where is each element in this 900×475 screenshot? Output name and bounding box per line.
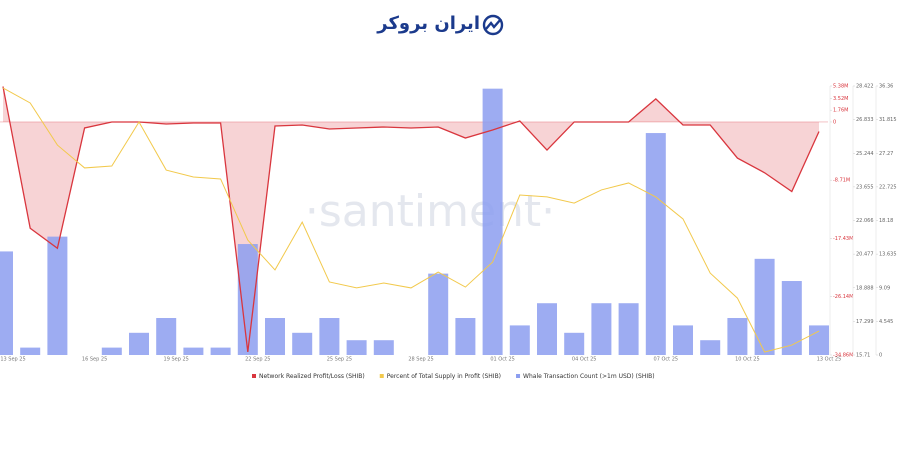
- bar: [455, 318, 476, 355]
- y-tick-label: 13.635: [879, 252, 897, 258]
- y-tick-label: 27.27: [879, 151, 893, 157]
- bar: [237, 244, 258, 355]
- y-tick-label: -8.71M: [833, 178, 850, 184]
- legend-label: Percent of Total Supply in Profit (SHIB): [387, 373, 501, 380]
- bar: [727, 318, 748, 355]
- y-tick-label: 31.815: [879, 117, 897, 123]
- y-tick-label: 18.18: [879, 218, 893, 224]
- bar: [509, 325, 530, 355]
- logo-arrow: [485, 18, 502, 30]
- logo-icon: [482, 14, 504, 36]
- bar: [373, 340, 394, 355]
- bar: [673, 325, 693, 355]
- bar: [129, 332, 149, 355]
- y-tick-label: -26.14M: [833, 294, 853, 300]
- bar: [210, 347, 231, 355]
- y-tick-label: 23.655: [856, 184, 874, 190]
- y-tick-label: 18.888: [856, 285, 874, 291]
- bar: [265, 318, 285, 355]
- bar: [564, 332, 585, 355]
- y-tick-label: 28.422: [856, 84, 874, 90]
- y-tick-label: -17.43M: [833, 236, 853, 242]
- y-tick-label: 1.76M: [833, 108, 848, 114]
- legend-swatch: [379, 374, 384, 378]
- y-tick-label: 26.833: [856, 117, 874, 123]
- x-tick-label: 16 Sep 25: [82, 357, 107, 363]
- x-tick-label: 01 Oct 25: [490, 357, 515, 363]
- x-tick-label: 04 Oct 25: [572, 357, 597, 363]
- bar: [346, 340, 367, 355]
- legend-swatch: [516, 374, 521, 378]
- bar: [183, 347, 204, 355]
- x-tick-label: 10 Oct 25: [735, 357, 760, 363]
- watermark: ·santiment·: [305, 186, 555, 237]
- bar: [482, 88, 503, 356]
- y-tick-label: 20.477: [856, 252, 874, 258]
- y-tick-label: -34.86M: [833, 353, 853, 359]
- y-tick-label: 22.725: [879, 184, 897, 190]
- y-tick-label: 0: [833, 119, 836, 125]
- logo-text: ایران بروکر: [376, 13, 480, 34]
- bar: [428, 273, 449, 355]
- bar: [292, 332, 313, 355]
- bar: [101, 347, 122, 355]
- bar: [645, 133, 666, 355]
- y-tick-label: 15.71: [856, 353, 870, 359]
- legend-label: Network Realized Profit/Loss (SHIB): [259, 373, 365, 380]
- bar: [156, 318, 177, 355]
- x-tick-label: 19 Sep 25: [164, 357, 189, 363]
- y-tick-label: 3.52M: [833, 96, 848, 102]
- y-tick-label: 36.36: [879, 84, 893, 90]
- bar: [20, 347, 41, 355]
- x-tick-label: 07 Oct 25: [654, 357, 679, 363]
- bar: [47, 236, 68, 355]
- y-tick-label: 17.299: [856, 319, 874, 325]
- bar: [0, 251, 13, 355]
- y-tick-label: 9.09: [879, 285, 890, 291]
- bar: [591, 303, 612, 355]
- y-tick-label: 0: [879, 353, 882, 359]
- bar: [537, 303, 557, 355]
- bar: [809, 325, 829, 355]
- bar: [700, 340, 721, 355]
- x-tick-label: 25 Sep 25: [327, 357, 352, 363]
- y-tick-label: 22.066: [856, 218, 874, 224]
- logo: ایران بروکر: [376, 13, 504, 36]
- y-tick-label: 4.545: [879, 319, 893, 325]
- x-tick-label: 13 Oct 25: [817, 357, 842, 363]
- x-tick-label: 28 Sep 25: [408, 357, 433, 363]
- legend-swatch: [252, 374, 256, 378]
- y-tick-label: 5.38M: [833, 84, 848, 90]
- x-tick-label: 13 Sep 25: [0, 357, 25, 363]
- legend-label: Whale Transaction Count (>1m USD) (SHIB): [523, 373, 655, 380]
- bar: [319, 318, 340, 355]
- y-tick-label: 25.244: [856, 151, 874, 157]
- bar: [754, 258, 775, 355]
- x-tick-label: 22 Sep 25: [245, 357, 270, 363]
- bar: [781, 281, 802, 355]
- bar: [618, 303, 639, 355]
- series-line: [2, 87, 820, 353]
